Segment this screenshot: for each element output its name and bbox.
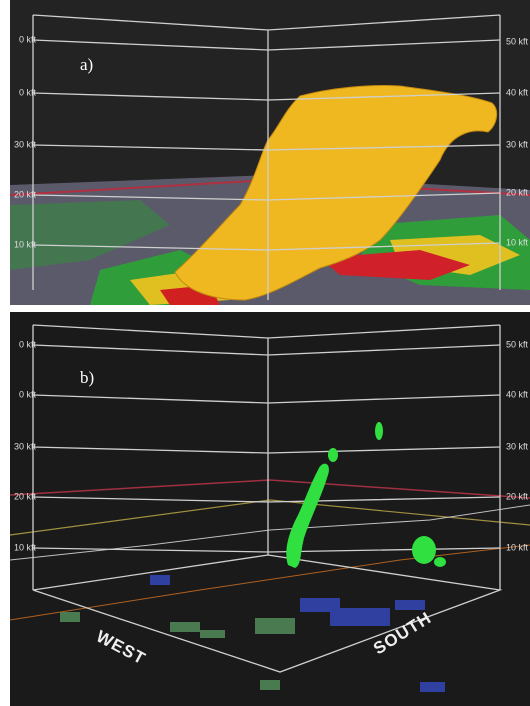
altitude-label: 10 kft bbox=[506, 237, 529, 247]
altitude-label: 40 kft bbox=[506, 389, 529, 399]
panel-a: a) 0 kft 0 kft 30 kft 20 kft 10 kft 50 kft 40 … bbox=[10, 0, 530, 305]
altitude-label: 20 kft bbox=[506, 187, 529, 197]
altitude-label: 10 kft bbox=[14, 239, 37, 249]
altitude-label: 20 kft bbox=[14, 189, 37, 199]
altitude-label: 20 kft bbox=[14, 491, 37, 501]
altitude-label: 20 kft bbox=[506, 491, 529, 501]
isosurface bbox=[434, 557, 446, 567]
panel-label: b) bbox=[80, 368, 94, 387]
altitude-label: 30 kft bbox=[506, 139, 529, 149]
altitude-label: 0 kft bbox=[19, 34, 37, 44]
altitude-label: 30 kft bbox=[506, 441, 529, 451]
panel-label: a) bbox=[80, 55, 93, 74]
altitude-label: 10 kft bbox=[14, 542, 37, 552]
isosurface bbox=[412, 536, 436, 564]
altitude-label: 10 kft bbox=[506, 542, 529, 552]
altitude-label: 30 kft bbox=[14, 441, 37, 451]
altitude-label: 30 kft bbox=[14, 139, 37, 149]
altitude-label: 50 kft bbox=[506, 339, 529, 349]
altitude-label: 0 kft bbox=[19, 389, 37, 399]
page: {"panels": [ {"label": "a)", "left_label… bbox=[0, 0, 530, 706]
altitude-label: 40 kft bbox=[506, 87, 529, 97]
isosurface bbox=[375, 422, 383, 440]
altitude-label: 0 kft bbox=[19, 339, 37, 349]
isosurface bbox=[328, 448, 338, 462]
figure: a) 0 kft 0 kft 30 kft 20 kft 10 kft 50 kft 40 … bbox=[0, 0, 530, 706]
body: a) 0 kft 0 kft 30 kft 20 kft 10 kft 50 kft 40 … bbox=[0, 0, 530, 706]
altitude-label: 0 kft bbox=[19, 87, 37, 97]
altitude-label: 50 kft bbox=[506, 36, 529, 46]
